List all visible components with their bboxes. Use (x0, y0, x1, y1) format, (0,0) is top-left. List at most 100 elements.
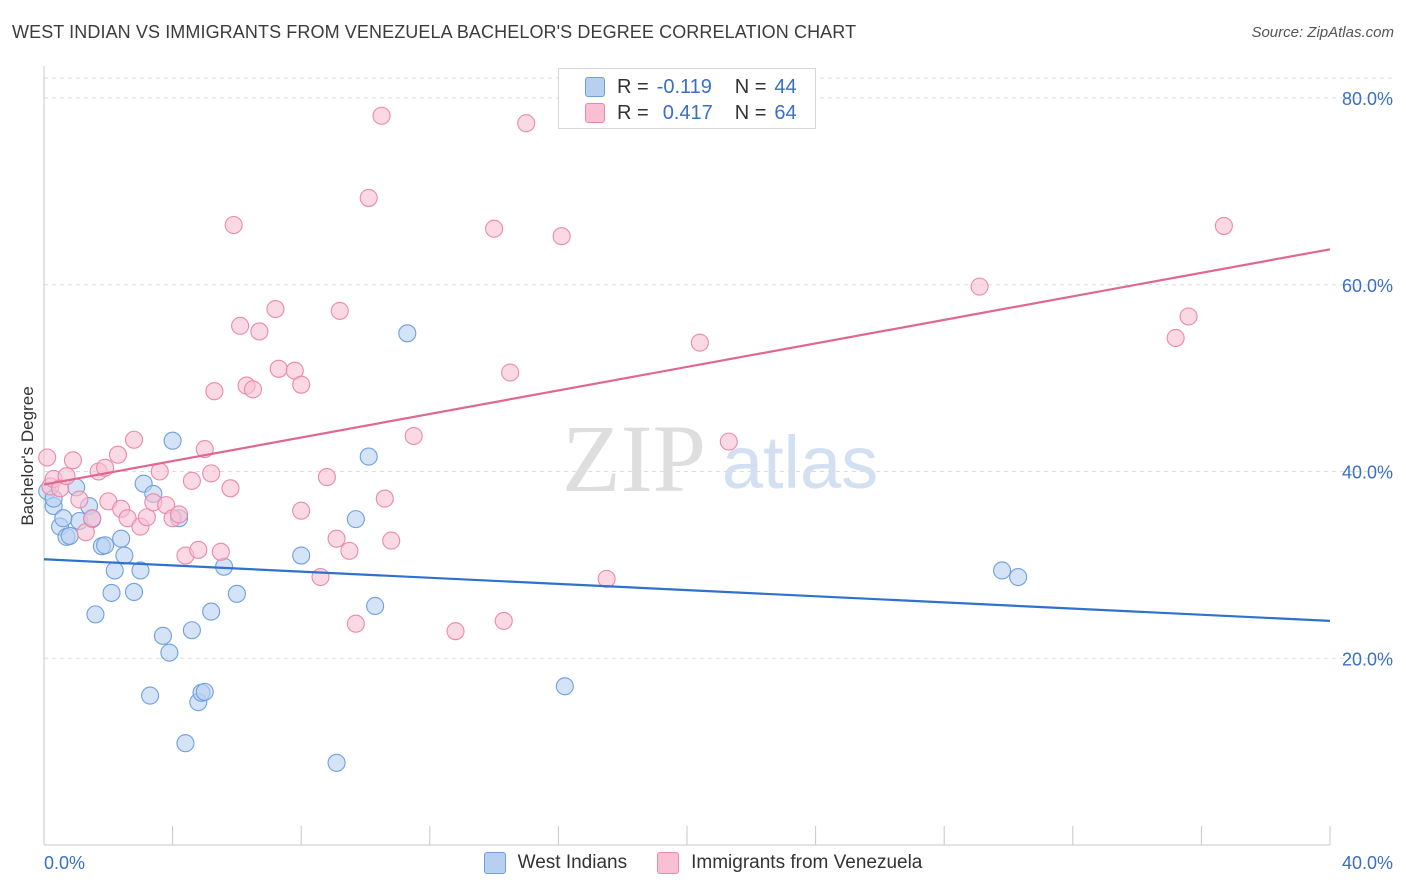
west-indian-point (346, 510, 365, 529)
venezuela-point (63, 451, 82, 470)
west-indian-point (993, 561, 1012, 580)
tick-labels: 20.0% 40.0% 60.0% 80.0% 0.0% 40.0% (44, 89, 1393, 873)
series-legend-west-indians: West Indians (483, 852, 628, 874)
venezuela-point (221, 479, 240, 498)
venezuela-point (224, 215, 243, 235)
west-indian-trendline (43, 558, 1331, 623)
legend-r-label: R = (617, 101, 649, 124)
venezuela-point (243, 380, 263, 399)
venezuela-point (1214, 216, 1233, 235)
series-swatch-west-indians (483, 852, 506, 874)
legend-row-venezuela: R = 0.417 N = 64 (585, 101, 797, 125)
chart-title: WEST INDIAN VS IMMIGRANTS FROM VENEZUELA… (12, 22, 857, 42)
legend-r-value: -0.119 (656, 75, 712, 98)
west-indian-point (115, 546, 134, 565)
venezuela-point (70, 490, 89, 509)
legend-n-value: 64 (774, 101, 797, 124)
west-indian-point (202, 602, 221, 621)
venezuela-point (327, 529, 346, 548)
venezuela-point (137, 508, 156, 527)
venezuela-point (292, 375, 311, 394)
venezuela-point (485, 219, 504, 238)
west-indian-point (327, 753, 346, 772)
west-indian-point (398, 324, 417, 343)
west-indian-point (86, 605, 105, 624)
west-indian-point (555, 677, 574, 696)
venezuela-point (404, 426, 423, 446)
west-indian-point (153, 626, 173, 645)
venezuela-point (372, 106, 391, 125)
correlation-legend: R = -0.119 N = 44 R = 0.417 N = 64 (558, 68, 816, 129)
y-tick-label: 40.0% (1342, 463, 1393, 483)
venezuela-point (169, 505, 189, 524)
west-indian-point (182, 621, 201, 640)
venezuela-point (124, 430, 144, 449)
venezuela-point (501, 363, 520, 382)
west-indian-point (359, 447, 378, 466)
venezuela-point (1179, 307, 1198, 326)
west-indian-point (54, 509, 73, 528)
venezuela-point (231, 316, 250, 335)
venezuela-point (382, 531, 401, 550)
venezuela-point (719, 432, 738, 451)
legend-n-label: N = (734, 75, 767, 98)
legend-n-label: N = (734, 101, 767, 124)
venezuela-trendline (43, 248, 1331, 486)
venezuela-point (211, 542, 230, 561)
venezuela-point (118, 509, 137, 528)
watermark: ZIP atlas (562, 405, 878, 512)
series-swatch-venezuela (657, 852, 680, 874)
chart-source: Source: ZipAtlas.com (1251, 24, 1394, 41)
venezuela-point (38, 448, 57, 467)
series-label-venezuela: Immigrants from Venezuela (691, 852, 923, 873)
venezuela-point (83, 509, 102, 528)
y-tick-label: 20.0% (1342, 649, 1393, 669)
legend-r-value: 0.417 (662, 101, 713, 124)
trend-layer (43, 248, 1331, 623)
legend-row-west-indians: R = -0.119 N = 44 (585, 75, 797, 99)
venezuela-point (182, 471, 201, 490)
venezuela-point (189, 540, 208, 559)
x-tick-label: 0.0% (44, 853, 85, 873)
watermark-atlas: atlas (722, 421, 878, 504)
west-indian-point (160, 643, 179, 662)
series-legend: West Indians Immigrants from Venezuela (0, 852, 1406, 874)
venezuela-point (446, 622, 465, 641)
watermark-zip: ZIP (562, 405, 706, 512)
west-indian-point (105, 561, 124, 580)
west-indian-point (292, 546, 311, 565)
venezuela-point (552, 227, 571, 246)
venezuela-point (330, 301, 349, 320)
west-indian-point (227, 584, 246, 603)
west-indian-point (131, 561, 150, 580)
legend-n-value: 44 (774, 75, 797, 98)
west-indian-point (60, 526, 79, 545)
west-indian-point (195, 682, 214, 701)
x-tick-label: 40.0% (1342, 853, 1393, 873)
legend-swatch-west-indians (585, 77, 605, 97)
venezuela-point (108, 445, 127, 464)
west-indian-point (141, 686, 160, 705)
venezuela-point (359, 188, 378, 207)
west-indian-point (163, 431, 182, 450)
venezuela-point (269, 359, 288, 378)
series-label-west-indians: West Indians (517, 852, 628, 873)
legend-r-label: R = (617, 75, 649, 98)
venezuela-point (205, 382, 224, 401)
venezuela-point (494, 611, 513, 630)
venezuela-point (340, 541, 359, 560)
west-indian-point (102, 583, 121, 602)
venezuela-point (317, 468, 336, 487)
west-indian-point (96, 536, 115, 555)
venezuela-point (1166, 328, 1185, 348)
y-tick-label: 60.0% (1342, 276, 1393, 296)
points-layer (38, 106, 1233, 772)
y-tick-label: 80.0% (1342, 89, 1393, 109)
venezuela-point (202, 464, 221, 483)
y-axis-title: Bachelor's Degree (18, 386, 37, 526)
venezuela-point (970, 277, 989, 296)
venezuela-point (311, 567, 330, 587)
west-indian-point (124, 582, 144, 602)
series-legend-venezuela: Immigrants from Venezuela (657, 852, 922, 874)
west-indian-point (1009, 567, 1028, 587)
